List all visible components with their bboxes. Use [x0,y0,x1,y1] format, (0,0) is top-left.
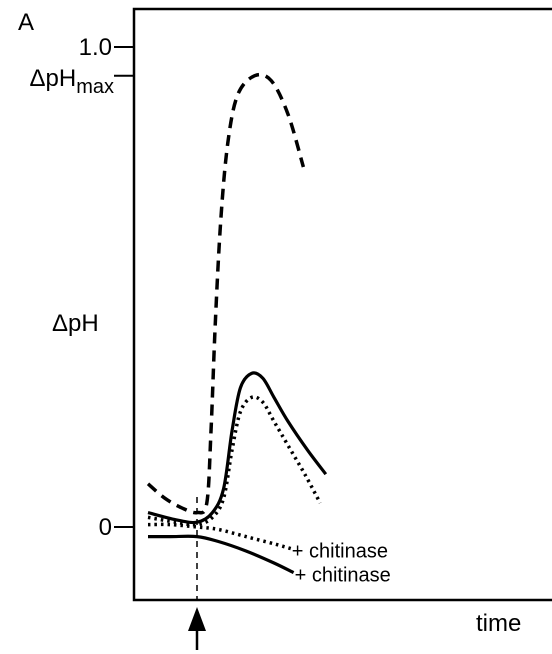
y-tick-label-dphmax: ΔpHmax [29,65,114,98]
y-tick-label-subscript: max [76,76,114,98]
series-lines [146,72,328,575]
plot-frame [132,7,552,602]
series-line-1-dashed [146,72,306,515]
y-tick-label-delta: Δ [29,65,45,92]
series-line-2-solid [147,371,328,525]
y-tick-label: 1.0 [79,34,112,61]
y-axis-label: ΔpH [52,310,99,337]
y-tick-label: 0 [99,514,112,541]
series-label-4: + chitinase [292,541,388,563]
series-labels: + chitinase+ chitinase [292,541,391,587]
series-line-5-solid [147,534,295,575]
series-label-5: + chitinase [295,565,391,587]
y-tick-label-main: pH [46,65,77,92]
y-axis-label-delta: Δ [52,310,68,337]
y-axis-label-text: pH [68,310,99,337]
stimulus-arrow-head [188,607,206,631]
series-line-3-dotted [147,395,322,527]
x-axis-label: time [476,610,521,637]
panel-label: A [18,9,34,36]
stimulus-marker [188,497,206,650]
